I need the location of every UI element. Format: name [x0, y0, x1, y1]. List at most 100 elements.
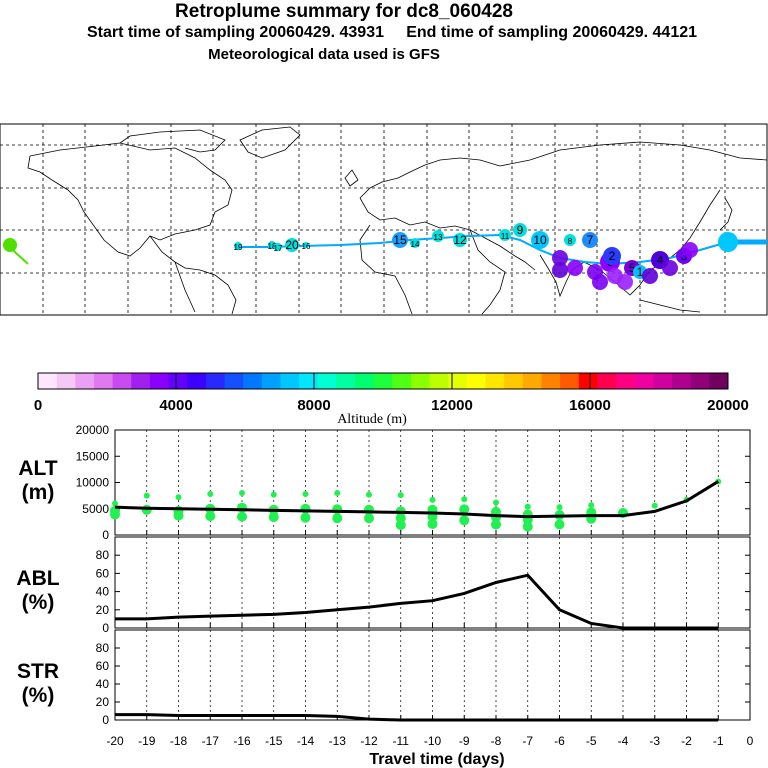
map-marker-day-17 — [274, 243, 282, 251]
map-marker-day-19 — [234, 242, 242, 250]
colorbar-swatch — [690, 373, 710, 389]
altitude-colorbar: 0 4000 8000 12000 16000 20000 Altitude (m) — [34, 372, 749, 427]
map-marker-label: 7 — [587, 233, 594, 247]
alt-point — [366, 491, 372, 498]
colorbar-swatch — [93, 373, 114, 389]
mediterranean-coast — [359, 197, 471, 231]
alt-point — [556, 504, 563, 511]
map-marker-day-8 — [564, 234, 576, 246]
japan-outline — [719, 197, 733, 231]
alt-point — [300, 512, 311, 523]
alt-point — [429, 496, 436, 503]
map-marker-label: 18 — [268, 242, 277, 251]
map-marker-label: 12 — [453, 233, 467, 247]
map-marker-label: 2 — [609, 249, 616, 263]
map-marker-label: 4 — [657, 253, 664, 267]
colorbar-swatch — [578, 373, 598, 389]
y-tick-label: 40 — [96, 585, 110, 599]
colorbar-swatch — [541, 373, 561, 389]
map-plume-blob — [592, 274, 608, 290]
x-tick-label: -11 — [393, 734, 410, 748]
x-tick-label: -12 — [360, 734, 378, 748]
asia-north-coast — [499, 141, 768, 167]
x-tick-label: -15 — [265, 734, 283, 748]
map-marker-label: 20 — [285, 238, 299, 252]
alt-point — [175, 494, 182, 501]
map-marker-day-16 — [303, 242, 309, 248]
x-tick-label: -8 — [491, 734, 502, 748]
alt-point — [334, 490, 341, 496]
sampling-times: Start time of sampling 20060429. 43931 E… — [86, 24, 698, 41]
y-tick-label: 60 — [96, 659, 110, 673]
map-plume-blob — [567, 260, 583, 276]
panel-abl: 80 60 40 20 0 ABL(%) — [16, 536, 751, 635]
colorbar-swatch — [149, 373, 170, 389]
chart-title: Retroplume summary for dc8_060428 — [175, 1, 513, 22]
colorbar-swatch — [373, 373, 393, 389]
colorbar-swatch — [466, 373, 487, 389]
colorbar-swatch — [522, 373, 543, 389]
wrap-trajectory-marker — [3, 238, 17, 252]
colorbar-swatch — [317, 373, 337, 389]
x-tick-label: 0 — [747, 734, 754, 748]
panel-str: 80 60 40 20 0 STR(%) — [17, 629, 751, 727]
map-marker-day-10 — [531, 231, 549, 249]
colorbar-tick-label: 12000 — [431, 397, 473, 414]
colorbar-axis-label: Altitude (m) — [337, 412, 407, 427]
x-tick-label: -13 — [329, 734, 347, 748]
y-tick-label: 10000 — [76, 476, 110, 490]
map-marker-day-9 — [513, 223, 527, 237]
colorbar-tick-label: 8000 — [297, 397, 330, 414]
alt-point — [395, 520, 406, 531]
y-tick-label: 20000 — [76, 423, 110, 437]
panel-ylabel: ALT — [18, 457, 57, 480]
panel-ylabel: ABL — [16, 567, 59, 590]
x-tick-label: -3 — [649, 734, 660, 748]
y-tick-label: 15000 — [76, 449, 110, 463]
greenland-outline — [239, 126, 301, 159]
map-marker-label: 19 — [234, 243, 243, 252]
map-marker-label: 13 — [434, 233, 443, 242]
alt-point — [143, 492, 150, 499]
release-point-marker — [718, 232, 738, 252]
x-tick-label: -19 — [138, 734, 156, 748]
panel-ylabel-unit: (%) — [22, 684, 55, 707]
panel-line-str — [115, 713, 719, 722]
map-marker-label: 15 — [393, 233, 407, 247]
colorbar-frame — [37, 372, 729, 390]
map-marker-label: 3 — [681, 249, 688, 263]
colorbar-swatch — [131, 373, 151, 389]
arabia-outline — [469, 229, 536, 271]
south-america-outline — [149, 235, 237, 315]
map-marker-day-12 — [453, 233, 467, 247]
panel-line-abl — [115, 573, 719, 630]
map-plume-blob — [552, 262, 568, 278]
x-tick-label: -9 — [459, 734, 470, 748]
alt-point — [110, 509, 120, 520]
y-tick-label: 80 — [96, 548, 110, 562]
colorbar-swatch — [205, 373, 225, 389]
y-tick-label: 0 — [102, 621, 109, 635]
map-marker-day-14 — [410, 238, 420, 248]
colorbar-swatch — [112, 373, 132, 389]
alt-point — [397, 492, 404, 499]
x-axis-title: Travel time (days) — [369, 751, 504, 768]
africa-west-coast — [359, 224, 413, 315]
map-marker-day-20 — [285, 238, 299, 252]
map-plume-blob — [552, 250, 568, 266]
colorbar-swatch — [597, 373, 617, 389]
y-tick-label: 20 — [96, 603, 110, 617]
x-tick-label: -7 — [522, 734, 533, 748]
colorbar-swatch — [336, 373, 356, 389]
x-tick-label: -4 — [618, 734, 629, 748]
alt-point — [302, 491, 309, 498]
panel-line-alt — [114, 480, 720, 519]
colorbar-swatch — [168, 373, 188, 389]
x-tick-label: -1 — [713, 734, 724, 748]
y-tick-label: 80 — [96, 641, 110, 655]
canada-arctic-outline — [119, 129, 226, 153]
alt-point — [141, 504, 152, 515]
colorbar-swatch — [392, 373, 412, 389]
alt-point — [461, 496, 468, 503]
alt-point — [364, 513, 374, 524]
